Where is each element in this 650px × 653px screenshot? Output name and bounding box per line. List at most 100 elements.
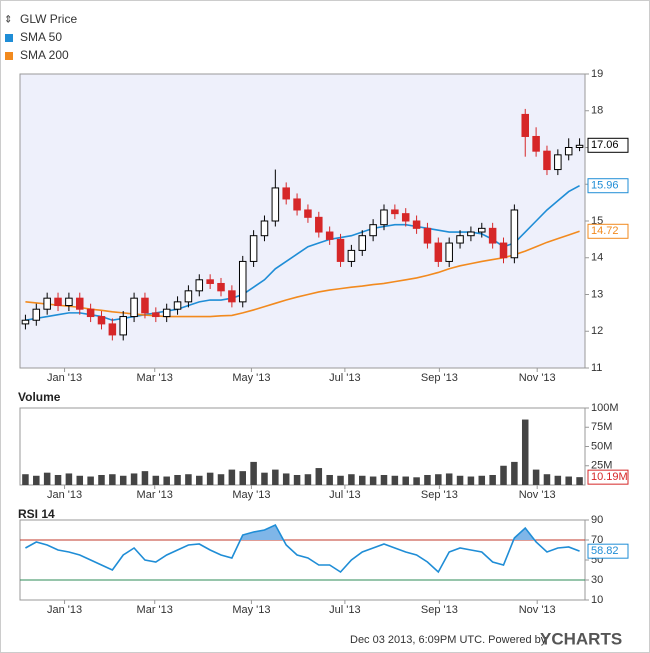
x-tick-label: Nov '13	[519, 489, 556, 501]
x-tick-label: Nov '13	[519, 372, 556, 384]
candle-body	[358, 235, 367, 251]
candle-body	[119, 316, 127, 336]
x-tick-label: Jan '13	[47, 372, 82, 384]
volume-bar	[141, 471, 149, 485]
legend-swatch	[5, 34, 13, 42]
candle-body	[467, 231, 475, 237]
volume-bar	[54, 474, 62, 485]
candle-body	[141, 297, 149, 314]
x-tick-label: Sep '13	[421, 372, 458, 384]
candle-body	[543, 150, 551, 171]
volume-bar	[424, 474, 431, 485]
volume-bar	[206, 472, 214, 485]
volume-bar	[272, 469, 279, 485]
volume-bar	[282, 473, 290, 485]
candle-body	[152, 312, 160, 318]
candle-body	[65, 297, 73, 307]
volume-bar	[196, 475, 203, 485]
legend-label: SMA 200	[20, 48, 69, 62]
candle-body	[564, 147, 573, 156]
x-tick-label: May '13	[232, 604, 270, 616]
volume-bar	[76, 475, 84, 485]
volume-bar	[369, 476, 377, 485]
volume-bar	[521, 419, 529, 485]
value-box	[587, 137, 629, 153]
volume-bar	[228, 469, 236, 485]
candle-body	[499, 242, 508, 259]
candle-body	[21, 319, 30, 325]
footer-brand: YCHARTS	[540, 629, 622, 648]
y-tick-label: 18	[591, 105, 603, 117]
candle-body	[76, 297, 84, 310]
volume-bar	[337, 475, 344, 485]
volume-bar	[500, 465, 507, 485]
volume-bar	[22, 474, 29, 485]
volume-bar	[293, 474, 301, 485]
volume-bar	[250, 461, 257, 485]
volume-bar	[445, 473, 453, 485]
y-tick-label: 19	[591, 68, 603, 80]
volume-bar	[119, 475, 127, 485]
volume-bar	[239, 471, 246, 485]
value-box	[587, 469, 629, 485]
volume-bar	[109, 474, 116, 485]
candle-body	[304, 209, 312, 218]
legend-icon: ⇕	[4, 15, 12, 26]
volume-bar	[478, 475, 486, 485]
x-tick-label: Mar '13	[137, 372, 173, 384]
candle-body	[282, 187, 290, 200]
volume-bar	[87, 476, 94, 485]
candle-body	[238, 260, 247, 303]
volume-bar	[326, 474, 333, 485]
panel-title: RSI 14	[18, 507, 55, 521]
value-box	[587, 543, 629, 559]
value-box	[587, 223, 629, 239]
y-tick-label: 75M	[591, 421, 612, 433]
volume-bar	[261, 472, 268, 485]
volume-bar	[435, 474, 442, 485]
sma-line	[25, 230, 580, 318]
candle-body	[478, 227, 486, 233]
value-label: 58.82	[591, 545, 619, 557]
candle-body	[108, 323, 117, 336]
candle-body	[510, 209, 519, 259]
candle-body	[86, 308, 95, 318]
y-tick-label: 100M	[591, 402, 619, 414]
candle-body	[336, 238, 345, 262]
panel-title: Volume	[18, 390, 61, 404]
y-tick-label: 30	[591, 574, 603, 586]
y-tick-label: 12	[591, 325, 603, 337]
candle-body	[97, 316, 106, 325]
candle-body	[43, 297, 51, 310]
volume-bar	[489, 474, 496, 485]
volume-bar	[174, 474, 181, 485]
y-tick-label: 10	[591, 594, 603, 606]
candle-body	[130, 297, 138, 318]
volume-bar	[315, 468, 323, 485]
value-box	[587, 178, 629, 194]
candle-body	[391, 209, 399, 215]
value-label: 14.72	[591, 225, 619, 237]
volume-bar	[380, 474, 388, 485]
volume-bar	[532, 469, 540, 485]
x-tick-label: Jul '13	[329, 489, 360, 501]
legend-swatch	[5, 52, 13, 60]
candle-body	[554, 154, 562, 171]
candle-body	[575, 144, 584, 148]
y-tick-label: 90	[591, 514, 603, 526]
value-label: 10.19M	[591, 471, 628, 483]
candle-body	[260, 220, 269, 237]
volume-bar	[130, 473, 138, 485]
candle-body	[173, 301, 182, 310]
legend-label: SMA 50	[20, 30, 62, 44]
candle-body	[54, 297, 62, 307]
candle-body	[228, 290, 236, 303]
x-tick-label: Sep '13	[421, 604, 458, 616]
rsi-line	[25, 523, 580, 574]
candle-body	[434, 242, 443, 262]
candle-body	[217, 282, 225, 292]
candle-body	[412, 220, 421, 229]
candle-body	[32, 308, 41, 321]
volume-bar	[456, 475, 464, 485]
plot-area	[19, 407, 586, 486]
